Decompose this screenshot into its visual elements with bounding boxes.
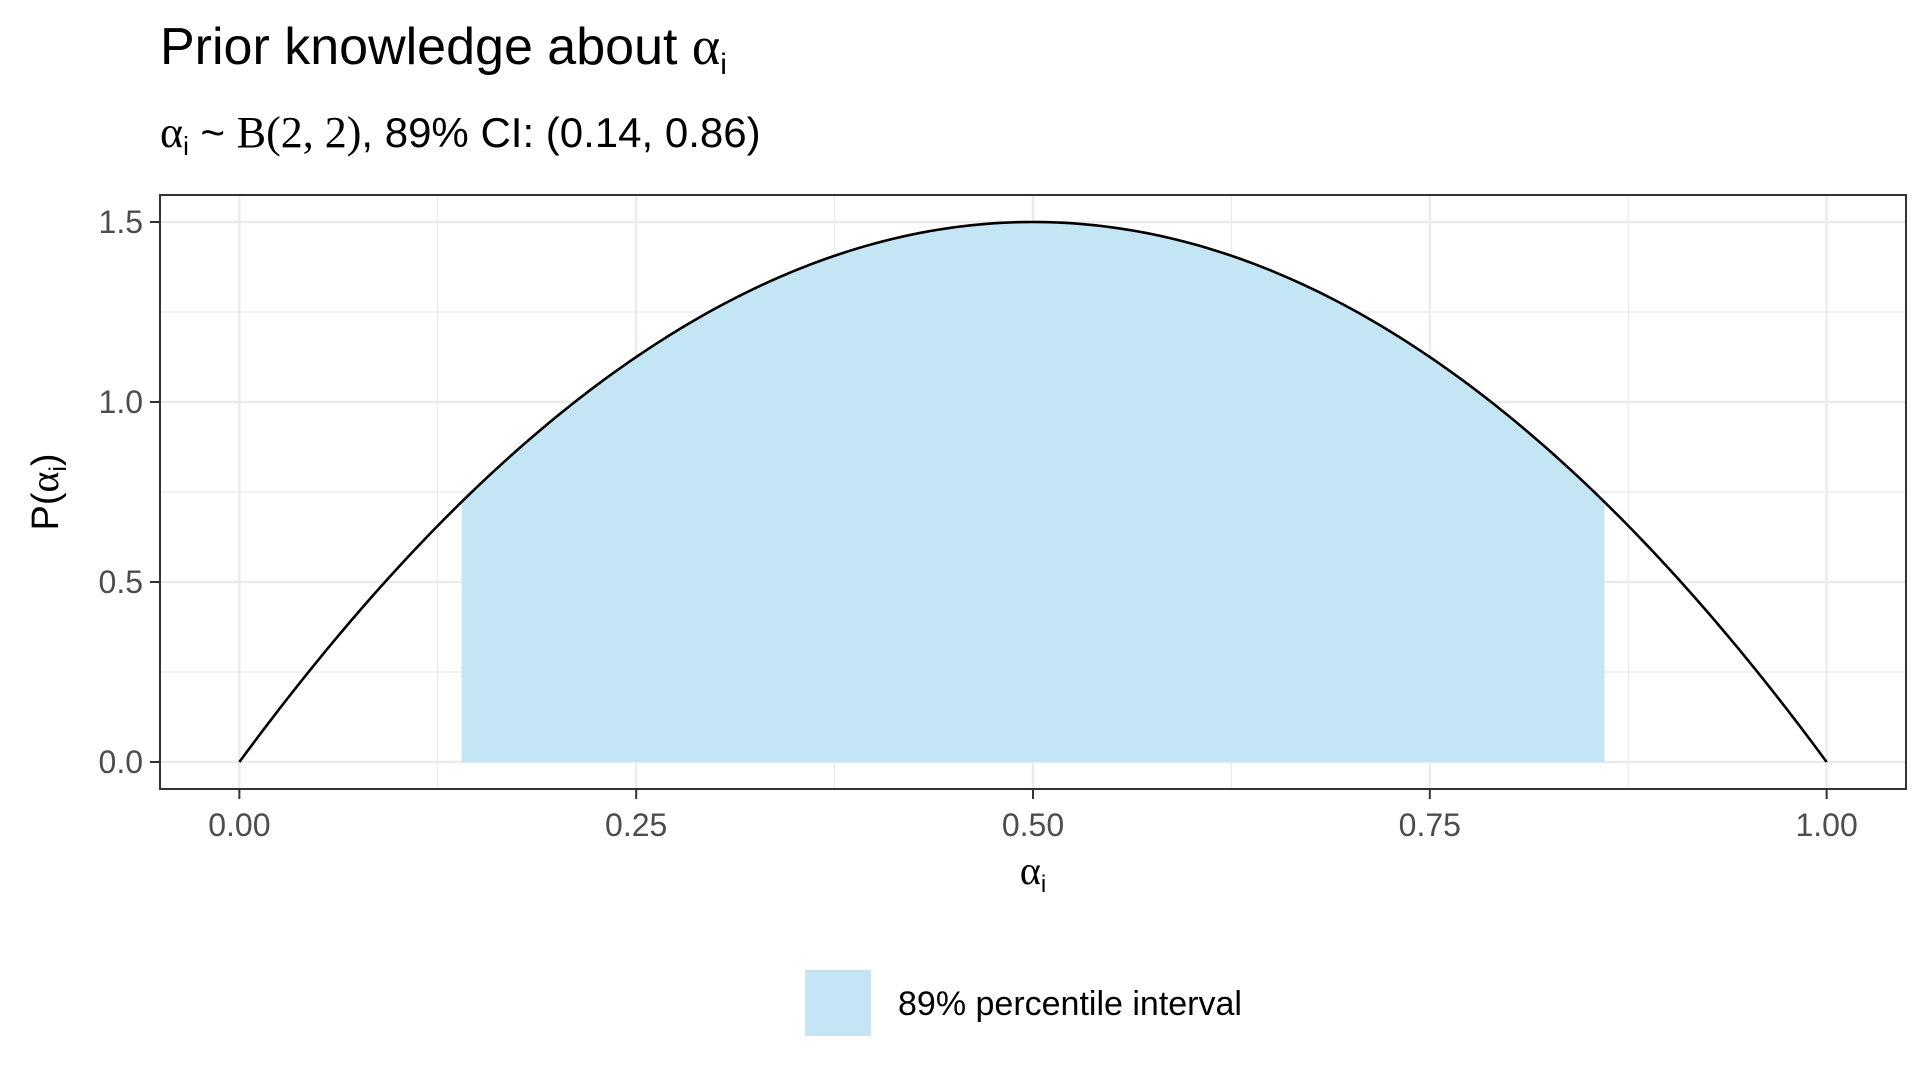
y-axis-title-prefix: P( <box>25 492 67 530</box>
y-axis-title-symbol-sub: i <box>45 466 72 471</box>
x-tick-label: 1.00 <box>1795 807 1857 843</box>
x-tick-label: 0.50 <box>1002 807 1064 843</box>
chart-subtitle: αi ~ B(2, 2), 89% CI: (0.14, 0.86) <box>160 108 761 161</box>
chart-subtitle-symbol-sub: i <box>183 131 189 161</box>
legend-key <box>805 970 871 1036</box>
x-axis-title: αi <box>1020 848 1046 898</box>
x-axis: 0.00 0.25 0.50 0.75 1.00 <box>208 789 1858 843</box>
y-axis: 0.0 0.5 1.0 1.5 <box>99 204 160 780</box>
y-tick-label: 0.5 <box>99 564 143 600</box>
legend-label: 89% percentile interval <box>898 985 1242 1023</box>
chart-title-symbol: α <box>692 16 720 76</box>
chart-title-text: Prior knowledge about <box>160 18 692 76</box>
density-curve <box>238 220 1828 763</box>
chart-title-symbol-sub: i <box>720 48 727 81</box>
chart-title: Prior knowledge about αi <box>160 16 727 81</box>
x-tick-label: 0.00 <box>208 807 270 843</box>
x-tick-label: 0.25 <box>605 807 667 843</box>
y-tick-label: 1.5 <box>99 204 143 240</box>
chart-subtitle-distribution: B(2, 2) <box>237 108 362 157</box>
y-tick-label: 0.0 <box>99 744 143 780</box>
chart-subtitle-symbol: α <box>160 108 183 157</box>
interval-area <box>461 222 1605 762</box>
chart-subtitle-tilde: ~ <box>189 109 237 156</box>
y-axis-title-suffix: ) <box>25 454 67 467</box>
x-tick-label: 0.75 <box>1399 807 1461 843</box>
x-axis-title-symbol-sub: i <box>1041 871 1046 898</box>
y-axis-title-symbol: α <box>22 471 67 492</box>
x-axis-title-symbol: α <box>1020 848 1041 893</box>
y-tick-label: 1.0 <box>99 384 143 420</box>
chart-subtitle-rest: , 89% CI: (0.14, 0.86) <box>361 109 760 156</box>
y-axis-title: P(αi) <box>22 454 72 531</box>
legend: 89% percentile interval <box>805 970 1242 1036</box>
